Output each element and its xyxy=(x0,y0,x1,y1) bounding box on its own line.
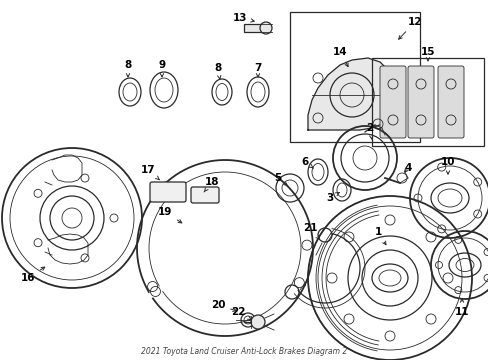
Text: 14: 14 xyxy=(332,47,347,67)
Text: 8: 8 xyxy=(124,60,131,77)
Circle shape xyxy=(250,315,264,329)
FancyBboxPatch shape xyxy=(407,66,433,138)
Text: 5: 5 xyxy=(274,173,286,185)
Bar xyxy=(244,24,264,32)
Text: 16: 16 xyxy=(20,267,45,283)
Text: 18: 18 xyxy=(203,177,219,192)
FancyBboxPatch shape xyxy=(150,182,185,202)
Bar xyxy=(371,58,483,146)
Text: 1: 1 xyxy=(374,227,385,245)
Polygon shape xyxy=(307,58,397,130)
FancyBboxPatch shape xyxy=(437,66,463,138)
Circle shape xyxy=(260,22,271,34)
Text: 15: 15 xyxy=(420,47,434,61)
Text: 9: 9 xyxy=(158,60,165,77)
FancyBboxPatch shape xyxy=(379,66,405,138)
Text: 10: 10 xyxy=(440,157,454,174)
Text: 19: 19 xyxy=(158,207,182,223)
Text: 11: 11 xyxy=(454,299,468,317)
Text: 7: 7 xyxy=(254,63,261,77)
Text: 2021 Toyota Land Cruiser Anti-Lock Brakes Diagram 2: 2021 Toyota Land Cruiser Anti-Lock Brake… xyxy=(141,347,347,356)
Text: 8: 8 xyxy=(214,63,221,79)
Text: 6: 6 xyxy=(301,157,313,168)
Text: 3: 3 xyxy=(325,193,339,203)
Text: 2: 2 xyxy=(366,123,373,139)
Text: 4: 4 xyxy=(404,163,411,173)
Text: 12: 12 xyxy=(398,17,421,39)
Text: 22: 22 xyxy=(230,307,250,319)
Text: 17: 17 xyxy=(141,165,159,180)
FancyBboxPatch shape xyxy=(191,187,219,203)
Bar xyxy=(289,12,419,142)
Text: 20: 20 xyxy=(210,300,236,311)
Text: 13: 13 xyxy=(232,13,254,23)
Text: 21: 21 xyxy=(302,223,319,239)
